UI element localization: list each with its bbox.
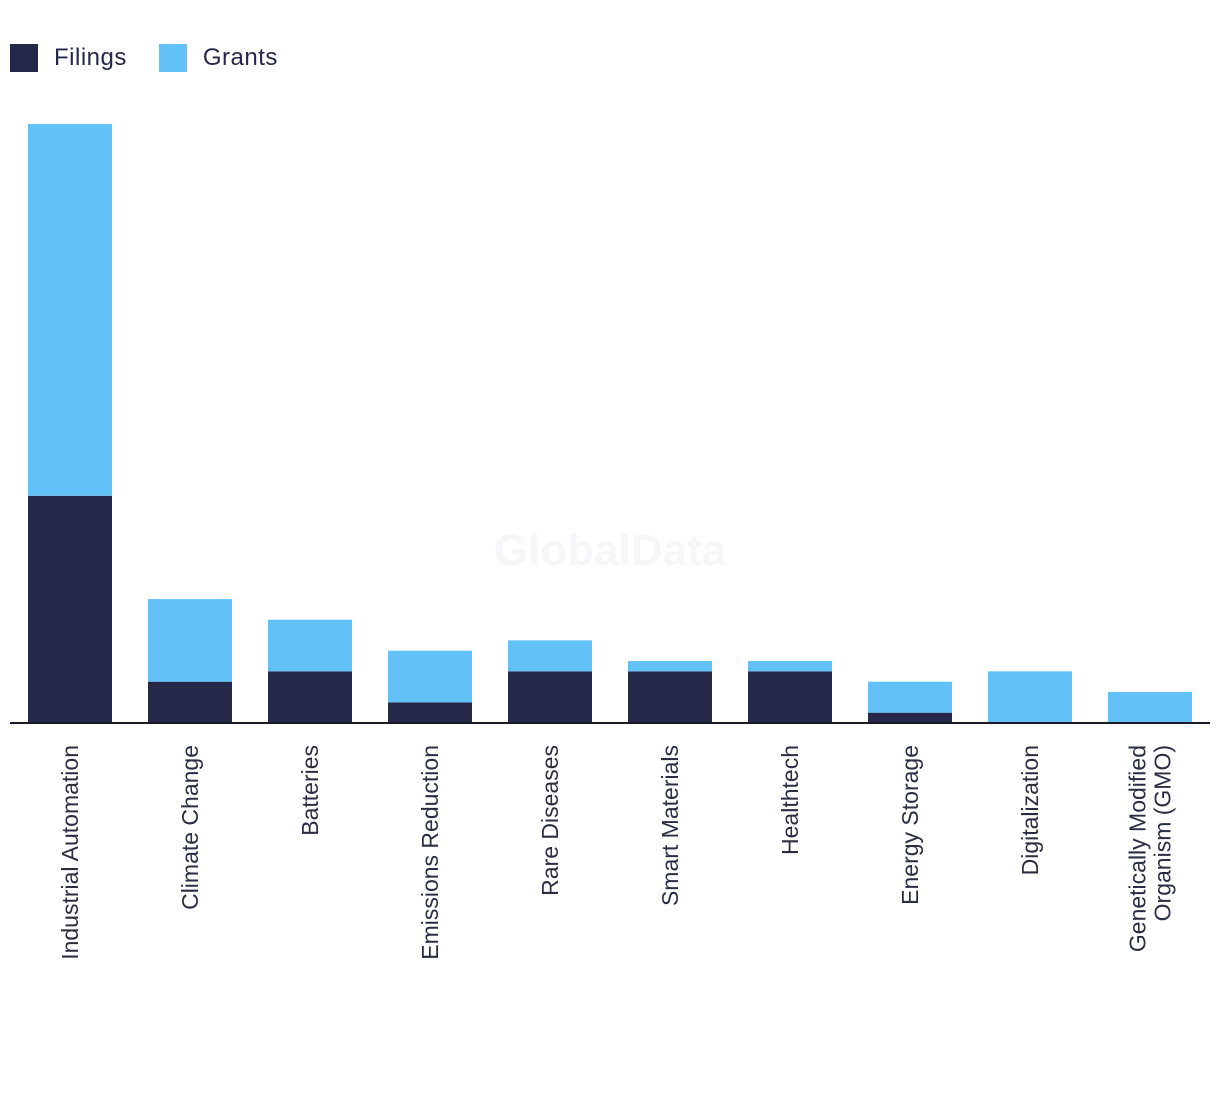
bar-grants-batteries[interactable] xyxy=(268,619,352,672)
tick-label-smart-materials: Smart Materials xyxy=(657,745,683,906)
legend-swatch-grants xyxy=(158,44,187,72)
tick-label-genetically-modified-organism-gmo: Genetically Modified Organism (GMO) xyxy=(1125,745,1176,952)
legend-item-filings[interactable]: Filings xyxy=(10,44,127,72)
bar-filings-healthtech[interactable] xyxy=(748,671,832,723)
bar-grants-industrial-automation[interactable] xyxy=(28,124,112,496)
bar-grants-healthtech[interactable] xyxy=(748,661,832,672)
category-labels: Industrial Automation Climate Change Batte… xyxy=(57,745,1176,960)
bar-grants-digitalization[interactable] xyxy=(988,671,1072,723)
tick-label-climate-change: Climate Change xyxy=(177,745,203,910)
tick-label-rare-diseases: Rare Diseases xyxy=(537,745,563,896)
tick-label-healthtech: Healthtech xyxy=(777,745,803,855)
tick-label-line: Genetically Modified xyxy=(1125,745,1151,952)
bar-filings-batteries[interactable] xyxy=(268,671,352,723)
legend-swatch-filings xyxy=(10,44,38,72)
bar-filings-climate-change[interactable] xyxy=(148,681,232,723)
bar-grants-smart-materials[interactable] xyxy=(628,661,712,672)
tick-label-digitalization: Digitalization xyxy=(1017,745,1043,875)
bars-group xyxy=(28,124,1192,723)
bar-filings-smart-materials[interactable] xyxy=(628,671,712,723)
bar-grants-emissions-reduction[interactable] xyxy=(388,650,472,703)
bar-filings-industrial-automation[interactable] xyxy=(28,495,112,723)
bar-grants-rare-diseases[interactable] xyxy=(508,640,592,672)
bar-grants-climate-change[interactable] xyxy=(148,599,232,682)
bar-grants-energy-storage[interactable] xyxy=(868,681,952,713)
bar-grants-genetically-modified-organism-gmo[interactable] xyxy=(1108,692,1192,723)
bar-filings-emissions-reduction[interactable] xyxy=(388,702,472,723)
legend-label-filings: Filings xyxy=(54,44,127,71)
tick-label-industrial-automation: Industrial Automation xyxy=(57,745,83,960)
legend-item-grants[interactable]: Grants xyxy=(158,44,278,72)
watermark: GlobalData xyxy=(494,526,727,575)
legend: Filings Grants xyxy=(10,44,310,72)
tick-label-line: Organism (GMO) xyxy=(1150,745,1176,921)
tick-label-energy-storage: Energy Storage xyxy=(897,745,923,905)
tick-label-emissions-reduction: Emissions Reduction xyxy=(417,745,443,960)
bar-filings-rare-diseases[interactable] xyxy=(508,671,592,723)
legend-label-grants: Grants xyxy=(202,44,278,71)
tick-label-batteries: Batteries xyxy=(297,745,323,836)
bar-filings-energy-storage[interactable] xyxy=(868,712,952,723)
